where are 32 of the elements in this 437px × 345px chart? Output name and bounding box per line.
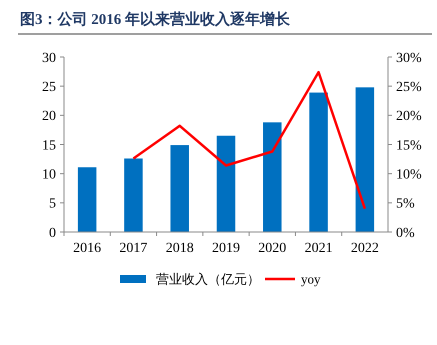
legend-label: 营业收入（亿元） [156,272,260,287]
bar [216,136,236,232]
y2-tick-label: 5% [396,196,415,212]
bar [124,158,143,232]
y2-tick-label: 25% [396,80,422,96]
y2-tick-label: 30% [396,50,422,66]
y-tick-label: 30 [42,50,56,66]
bar [263,122,282,232]
x-tick-label: 2018 [166,241,194,256]
y-tick-label: 5 [49,196,56,212]
x-tick-label: 2019 [212,241,240,256]
line-series [132,70,366,210]
chart-title: 图3：公司 2016 年以来营业收入逐年增长 [20,11,291,28]
x-tick-label: 2020 [258,241,286,256]
bar [170,145,189,232]
x-tick-label: 2017 [119,241,148,256]
bar [356,87,374,232]
y-tick-label: 20 [42,109,56,124]
y2-tick-label: 20% [396,109,422,124]
x-tick-label: 2021 [304,241,333,256]
y-tick-label: 0 [49,226,56,241]
y2-tick-label: 10% [396,168,422,183]
y-tick-label: 15 [42,138,56,154]
x-tick-label: 2016 [73,241,102,256]
y-tick-label: 10 [42,168,56,183]
y2-tick-label: 15% [396,138,422,154]
x-tick-label: 2022 [350,241,379,256]
y-tick-label: 25 [42,80,56,96]
bar [309,92,328,232]
y2-tick-label: 0% [396,226,415,241]
bar [78,167,96,232]
legend-label: yoy [301,272,321,287]
